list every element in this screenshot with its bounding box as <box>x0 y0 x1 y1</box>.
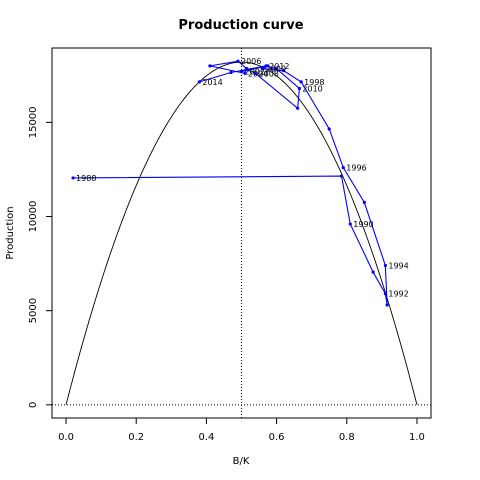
series-line <box>73 60 388 306</box>
point-label-1996: 1996 <box>346 164 366 173</box>
data-point-1997 <box>327 127 331 131</box>
data-point-1991 <box>371 270 375 274</box>
data-point-1992 <box>383 292 387 296</box>
data-point-1988 <box>71 176 75 180</box>
data-point-2002 <box>239 69 244 74</box>
axes: 0.0 0.2 0.4 0.6 0.8 1.0 0 5000 10000 15000 <box>28 47 432 443</box>
data-point-2014 <box>197 80 201 84</box>
x-axis-label: B/K <box>233 456 250 467</box>
y-axis-label: Production <box>5 206 16 259</box>
data-point-2006 <box>236 59 240 63</box>
x-tick-label: 1.0 <box>409 432 425 443</box>
data-point-1995 <box>362 200 366 205</box>
y-tick-label: 5000 <box>28 298 39 323</box>
x-tick-label: 0.0 <box>58 432 74 443</box>
point-label-1994: 1994 <box>388 261 408 270</box>
point-label-1988: 1988 <box>76 174 96 183</box>
x-tick-label: 0.6 <box>269 432 285 443</box>
data-point-1993 <box>385 303 389 307</box>
point-label-2010: 2010 <box>302 84 322 93</box>
data-point-2010 <box>297 86 302 91</box>
data-point-1998 <box>299 80 303 84</box>
data-point-2000 <box>260 67 265 71</box>
data-point-1994 <box>383 263 387 268</box>
data-point-2008 <box>253 71 258 76</box>
data-point-2011 <box>274 67 279 71</box>
point-label-2004: 2004 <box>248 69 268 78</box>
point-label-2002: 2002 <box>245 68 265 77</box>
point-label-2006: 2006 <box>241 57 261 66</box>
data-point-1996 <box>341 165 345 170</box>
data-point-2004 <box>243 71 247 76</box>
data-point-1990 <box>348 222 352 226</box>
plot-frame <box>51 47 432 419</box>
point-label-2008: 2008 <box>259 69 279 78</box>
data-point-1989 <box>339 174 344 178</box>
point-label-2014: 2014 <box>202 78 222 87</box>
point-label-1992: 1992 <box>388 290 408 299</box>
x-tick-label: 0.8 <box>339 432 355 443</box>
point-label-1990: 1990 <box>353 220 373 229</box>
x-tick-label: 0.2 <box>128 432 144 443</box>
plot-area: 1988199019921994199619982000200220042006… <box>52 48 431 418</box>
point-label-2012: 2012 <box>269 62 289 71</box>
y-tick-label: 0 <box>28 402 39 408</box>
y-tick-label: 10000 <box>28 201 39 233</box>
parabola-curve <box>65 61 418 405</box>
point-label-1998: 1998 <box>304 78 324 87</box>
data-point-2007 <box>245 67 249 71</box>
data-point-2005 <box>208 64 212 68</box>
data-point-2013 <box>229 70 233 75</box>
y-tick-label: 15000 <box>28 106 39 138</box>
data-point-2009 <box>296 106 300 110</box>
chart-title: Production curve <box>178 18 303 33</box>
data-point-2012 <box>264 64 268 68</box>
data-point-1999 <box>282 68 286 73</box>
x-tick-label: 0.4 <box>198 432 214 443</box>
